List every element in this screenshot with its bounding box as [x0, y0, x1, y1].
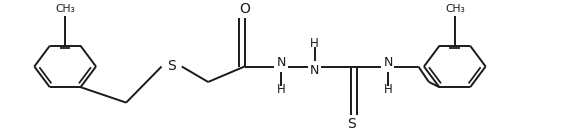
Text: N: N — [277, 56, 285, 69]
Text: H: H — [277, 83, 285, 96]
Text: O: O — [239, 2, 250, 16]
Text: N: N — [384, 56, 393, 69]
Text: CH₃: CH₃ — [445, 3, 465, 14]
Text: N: N — [310, 64, 319, 77]
Text: S: S — [167, 59, 176, 74]
Text: CH₃: CH₃ — [55, 3, 75, 14]
Text: S: S — [347, 117, 355, 131]
Text: H: H — [384, 83, 393, 96]
Text: H: H — [310, 37, 319, 50]
